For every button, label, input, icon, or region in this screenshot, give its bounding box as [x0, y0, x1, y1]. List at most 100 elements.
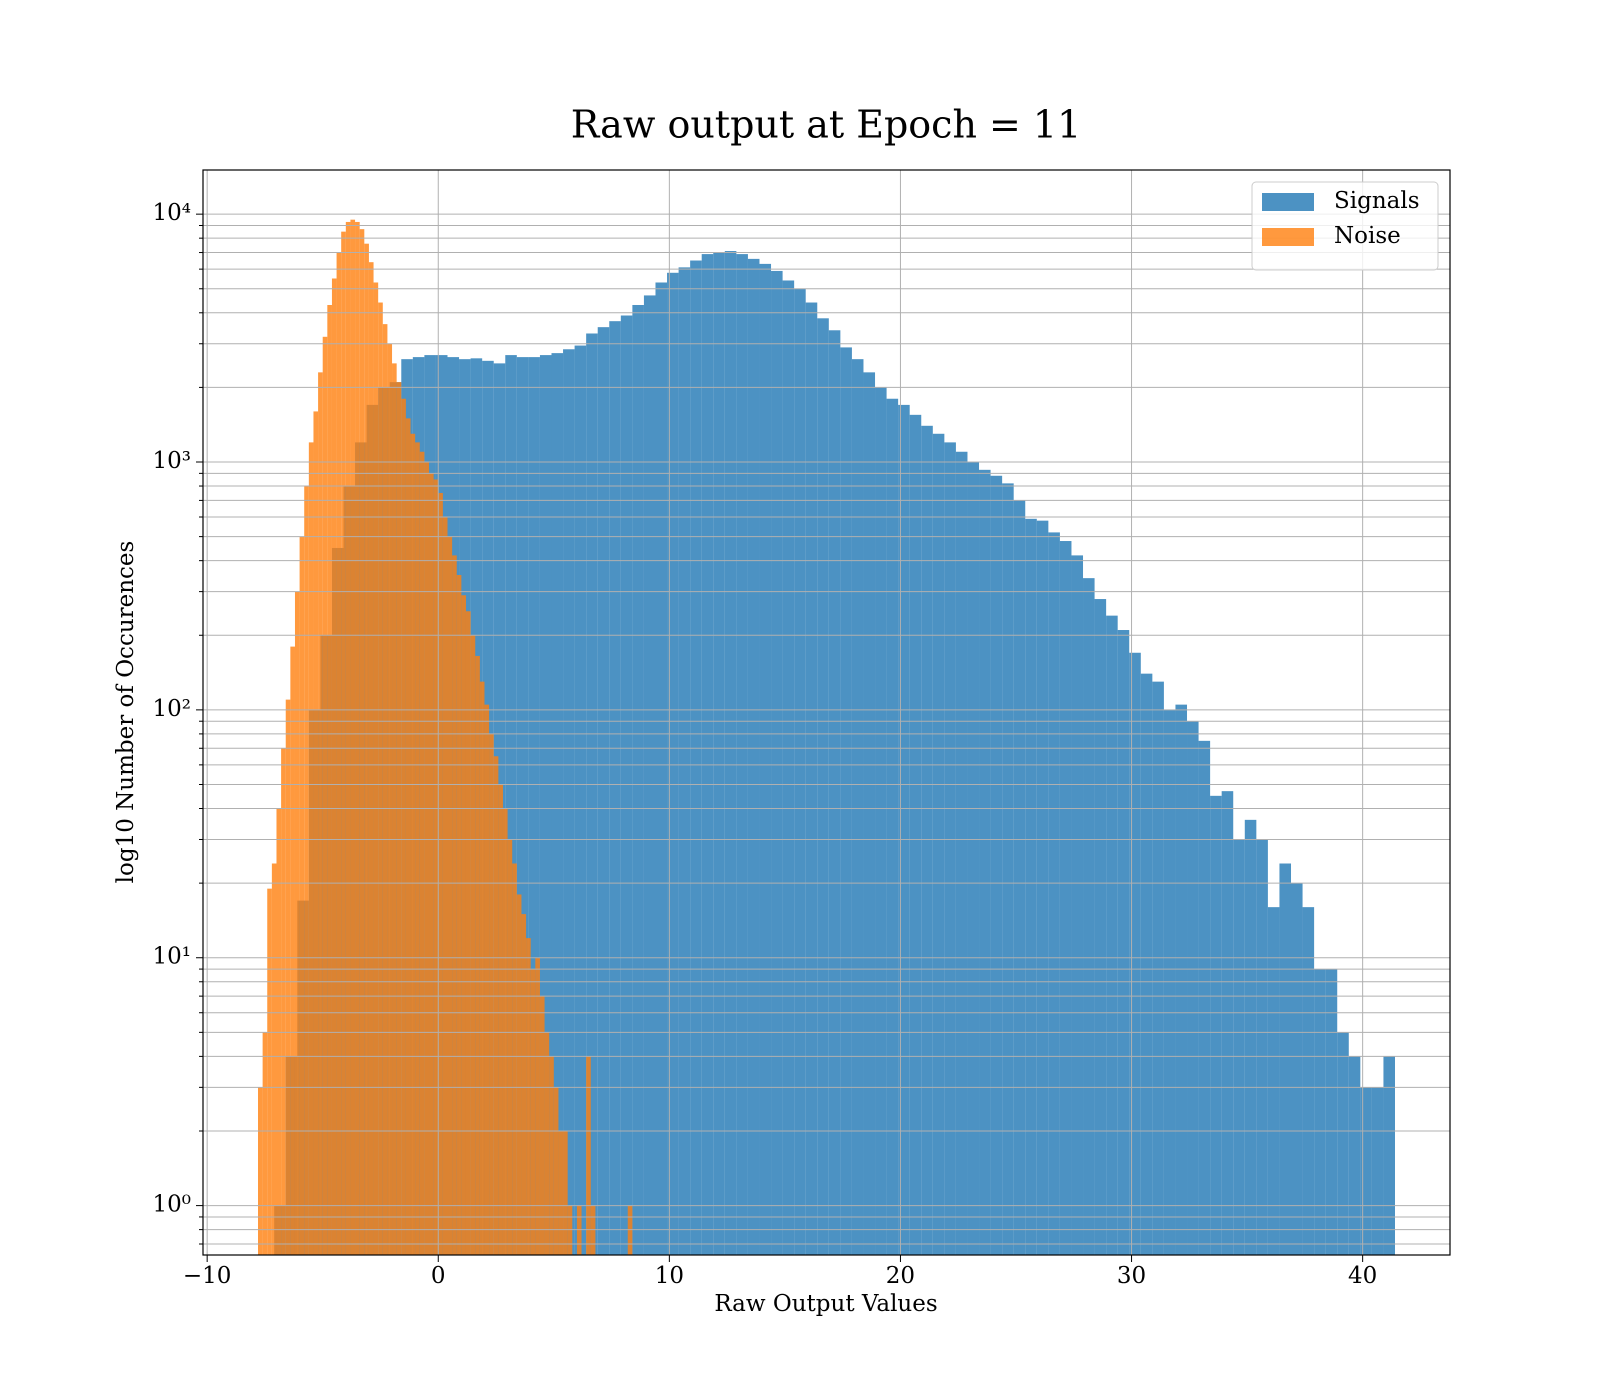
bar	[563, 1130, 568, 1255]
bar	[1117, 630, 1130, 1255]
bar	[690, 260, 702, 1255]
bar	[701, 254, 714, 1256]
bar	[516, 357, 529, 1256]
bar	[267, 888, 272, 1255]
bar	[452, 555, 457, 1255]
bar	[489, 733, 494, 1255]
bar	[979, 469, 991, 1255]
bar	[553, 1087, 559, 1255]
bar	[851, 359, 864, 1255]
bar	[724, 251, 737, 1256]
x-tick-label: 10	[655, 1263, 684, 1289]
y-tick-label: 10²	[153, 696, 192, 722]
bar	[290, 646, 295, 1255]
x-tick-label: 0	[431, 1263, 446, 1289]
bar	[567, 1205, 573, 1255]
bar	[530, 969, 536, 1255]
bar	[736, 254, 748, 1256]
bar	[620, 315, 633, 1255]
bar	[308, 442, 314, 1255]
y-tick-label: 10⁰	[153, 1192, 192, 1218]
bar	[299, 536, 305, 1255]
bar	[505, 355, 517, 1255]
bar	[840, 347, 852, 1255]
bar	[456, 575, 462, 1255]
bar	[387, 343, 393, 1255]
bar	[1337, 1032, 1349, 1255]
bar	[382, 324, 388, 1256]
bar	[539, 355, 552, 1255]
chart-title: Raw output at Epoch = 11	[571, 103, 1082, 147]
bar	[294, 591, 300, 1255]
bar	[378, 302, 383, 1255]
bar	[1187, 721, 1199, 1255]
x-tick-label: −10	[183, 1263, 232, 1289]
bar	[1325, 969, 1338, 1255]
bar	[713, 252, 725, 1256]
bar	[405, 418, 411, 1255]
bar	[336, 252, 342, 1256]
bar	[359, 229, 365, 1255]
bar	[313, 411, 319, 1256]
bar	[921, 425, 933, 1255]
bar	[415, 442, 420, 1255]
bar	[590, 1205, 596, 1255]
bar	[368, 262, 374, 1255]
bar	[1198, 740, 1211, 1255]
bar	[1036, 520, 1049, 1255]
bar	[759, 263, 772, 1255]
x-tick-label: 30	[1117, 1263, 1146, 1289]
bar	[258, 1087, 263, 1255]
x-axis-label: Raw Output Values	[714, 1291, 937, 1317]
bar	[875, 387, 887, 1255]
bar	[828, 330, 841, 1255]
bar	[276, 808, 282, 1255]
bar	[1094, 599, 1107, 1255]
bar	[493, 756, 499, 1255]
bar	[1071, 555, 1084, 1255]
bar	[1383, 1056, 1395, 1255]
bar	[955, 451, 968, 1255]
bar	[526, 938, 531, 1255]
bar	[507, 839, 513, 1255]
bar	[549, 1056, 554, 1255]
bar	[447, 536, 453, 1255]
bar	[396, 382, 402, 1255]
series-bars	[258, 219, 633, 1256]
bar	[1175, 704, 1188, 1255]
y-tick-label: 10¹	[153, 944, 192, 970]
legend-label: Signals	[1334, 188, 1420, 214]
bar	[747, 258, 760, 1255]
bar	[521, 914, 527, 1255]
bar	[285, 699, 291, 1255]
bar	[461, 595, 466, 1255]
bar	[1244, 819, 1257, 1255]
bar	[563, 349, 575, 1256]
bar	[627, 1205, 633, 1255]
bar	[350, 219, 356, 1255]
bar	[574, 345, 587, 1255]
bar	[817, 318, 829, 1255]
bar	[1163, 709, 1176, 1255]
bar	[794, 288, 806, 1256]
bar	[1106, 615, 1118, 1255]
bar	[433, 479, 439, 1255]
bar	[465, 611, 471, 1255]
bar	[1083, 578, 1095, 1255]
bar	[1348, 1056, 1361, 1255]
bar	[479, 681, 485, 1255]
bar	[1129, 652, 1141, 1255]
bar	[1279, 863, 1292, 1255]
bar	[1059, 541, 1072, 1255]
bar	[1291, 883, 1303, 1255]
bar	[805, 302, 818, 1255]
bar	[1013, 500, 1026, 1255]
legend-label: Noise	[1334, 223, 1401, 249]
bar	[643, 295, 656, 1256]
legend-swatch	[1262, 193, 1314, 211]
bar	[1002, 483, 1014, 1255]
bar	[535, 957, 540, 1255]
bar	[1360, 1087, 1372, 1255]
bar	[967, 462, 980, 1255]
